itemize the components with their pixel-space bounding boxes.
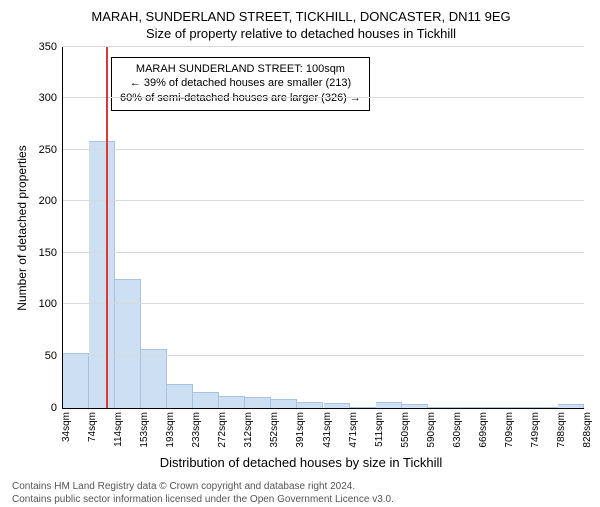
x-tick-label: 828sqm — [582, 412, 593, 448]
x-tick-label: 391sqm — [295, 412, 306, 448]
histogram-bar — [297, 402, 323, 407]
histogram-bar — [271, 399, 297, 407]
y-tick-label: 300 — [39, 92, 63, 104]
page-subtitle: Size of property relative to detached ho… — [12, 26, 590, 41]
legend-line-1: MARAH SUNDERLAND STREET: 100sqm — [120, 62, 361, 77]
x-tick-label: 153sqm — [139, 412, 150, 448]
histogram-bar — [245, 397, 271, 407]
histogram-bar — [402, 404, 428, 407]
gridline — [63, 252, 584, 253]
chart-area: Number of detached properties MARAH SUND… — [62, 47, 584, 409]
histogram-bar — [480, 407, 506, 408]
histogram-bar — [324, 403, 350, 407]
y-tick-label: 200 — [39, 195, 63, 207]
histogram-bar — [532, 407, 558, 408]
y-tick-label: 150 — [39, 247, 63, 259]
x-tick-label: 749sqm — [530, 412, 541, 448]
gridline — [63, 46, 584, 47]
x-tick-label: 272sqm — [217, 412, 228, 448]
x-tick-label: 709sqm — [504, 412, 515, 448]
x-tick-label: 669sqm — [478, 412, 489, 448]
y-tick-label: 50 — [45, 350, 63, 362]
x-tick-label: 511sqm — [374, 412, 385, 447]
credits: Contains HM Land Registry data © Crown c… — [12, 480, 590, 507]
plot: MARAH SUNDERLAND STREET: 100sqm ← 39% of… — [62, 47, 584, 409]
y-tick-label: 250 — [39, 144, 63, 156]
gridline — [63, 149, 584, 150]
gridline — [63, 97, 584, 98]
legend-box: MARAH SUNDERLAND STREET: 100sqm ← 39% of… — [111, 57, 370, 112]
histogram-bar — [558, 404, 584, 407]
y-axis-label: Number of detached properties — [15, 145, 29, 310]
legend-line-3: 60% of semi-detached houses are larger (… — [120, 91, 361, 106]
legend-line-2: ← 39% of detached houses are smaller (21… — [120, 76, 361, 91]
x-tick-label: 114sqm — [113, 412, 124, 447]
x-tick-label: 193sqm — [165, 412, 176, 448]
gridline — [63, 355, 584, 356]
y-tick-label: 100 — [39, 298, 63, 310]
histogram-bar — [376, 402, 402, 407]
gridline — [63, 200, 584, 201]
position-marker — [106, 47, 108, 408]
histogram-bar — [506, 407, 532, 408]
x-tick-label: 590sqm — [426, 412, 437, 448]
histogram-bar — [219, 396, 245, 407]
x-tick-label: 431sqm — [322, 412, 333, 448]
histogram-bar — [63, 353, 89, 408]
histogram-bar — [141, 349, 167, 408]
x-tick-label: 312sqm — [243, 412, 254, 448]
histogram-bar — [454, 407, 480, 408]
y-tick-label: 350 — [39, 41, 63, 53]
histogram-bar — [167, 384, 193, 408]
credit-line-1: Contains HM Land Registry data © Crown c… — [12, 480, 590, 494]
x-tick-label: 352sqm — [269, 412, 280, 448]
x-tick-label: 788sqm — [556, 412, 567, 448]
histogram-bar — [428, 407, 454, 408]
x-tick-label: 233sqm — [191, 412, 202, 448]
x-tick-label: 471sqm — [348, 412, 359, 448]
histogram-bar — [193, 392, 219, 407]
histogram-bar — [115, 279, 141, 408]
x-axis-label: Distribution of detached houses by size … — [12, 455, 590, 470]
gridline — [63, 303, 584, 304]
x-tick-label: 34sqm — [61, 412, 72, 442]
x-tick-label: 550sqm — [400, 412, 411, 448]
page-title: MARAH, SUNDERLAND STREET, TICKHILL, DONC… — [12, 8, 590, 26]
x-tick-label: 630sqm — [452, 412, 463, 448]
x-tick-label: 74sqm — [87, 412, 98, 442]
histogram-bar — [89, 141, 115, 407]
histogram-bar — [350, 407, 376, 408]
